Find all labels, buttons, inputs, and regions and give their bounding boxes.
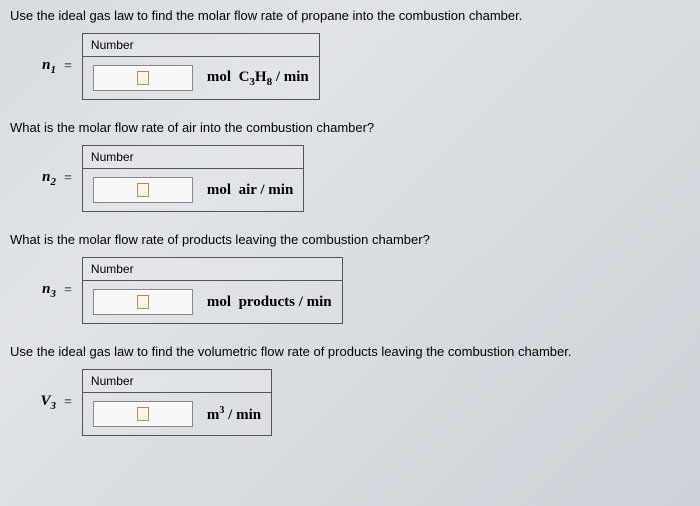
question-3-prompt: What is the molar flow rate of products … <box>10 232 690 247</box>
answer-box-header: Number <box>83 146 303 169</box>
answer-input-3[interactable] <box>93 289 193 315</box>
variable-n1: n1 <box>10 57 60 76</box>
answer-box-header: Number <box>83 370 271 393</box>
question-2-prompt: What is the molar flow rate of air into … <box>10 120 690 135</box>
equals-sign: = <box>64 395 72 411</box>
variable-n3: n3 <box>10 281 60 300</box>
question-2-row: n2 = Number mol air / min <box>10 145 690 212</box>
question-1-prompt: Use the ideal gas law to find the molar … <box>10 8 690 23</box>
equals-sign: = <box>64 171 72 187</box>
equals-sign: = <box>64 59 72 75</box>
answer-box-3: Number mol products / min <box>82 257 343 324</box>
question-4-row: V3 = Number m3 / min <box>10 369 690 436</box>
unit-label-3: mol products / min <box>207 294 332 311</box>
input-marker-icon <box>137 407 149 421</box>
answer-box-1: Number mol C3H8 / min <box>82 33 320 100</box>
answer-box-header: Number <box>83 34 319 57</box>
unit-label-2: mol air / min <box>207 182 293 199</box>
answer-input-1[interactable] <box>93 65 193 91</box>
answer-box-4: Number m3 / min <box>82 369 272 436</box>
input-marker-icon <box>137 183 149 197</box>
answer-box-header: Number <box>83 258 342 281</box>
unit-label-4: m3 / min <box>207 405 261 424</box>
variable-v3: V3 <box>10 393 60 412</box>
question-3-row: n3 = Number mol products / min <box>10 257 690 324</box>
input-marker-icon <box>137 71 149 85</box>
equals-sign: = <box>64 283 72 299</box>
input-marker-icon <box>137 295 149 309</box>
answer-input-4[interactable] <box>93 401 193 427</box>
answer-box-2: Number mol air / min <box>82 145 304 212</box>
variable-n2: n2 <box>10 169 60 188</box>
answer-input-2[interactable] <box>93 177 193 203</box>
question-4-prompt: Use the ideal gas law to find the volume… <box>10 344 690 359</box>
question-1-row: n1 = Number mol C3H8 / min <box>10 33 690 100</box>
unit-label-1: mol C3H8 / min <box>207 69 309 88</box>
